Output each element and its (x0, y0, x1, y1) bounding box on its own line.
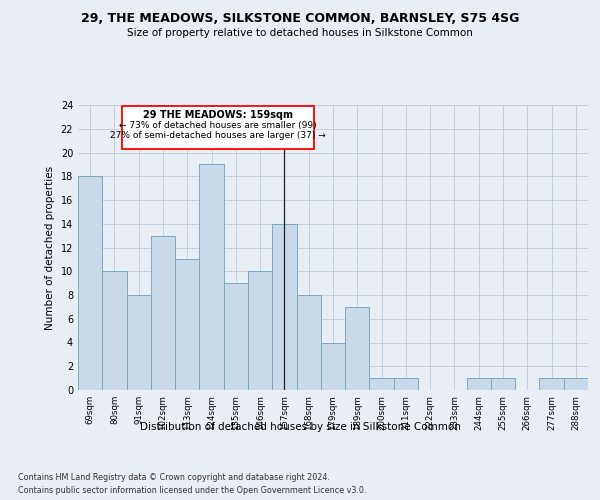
Text: Distribution of detached houses by size in Silkstone Common: Distribution of detached houses by size … (140, 422, 460, 432)
Text: 29 THE MEADOWS: 159sqm: 29 THE MEADOWS: 159sqm (143, 110, 293, 120)
Bar (78, 176, 102, 390)
FancyBboxPatch shape (122, 106, 314, 149)
Text: 27% of semi-detached houses are larger (37) →: 27% of semi-detached houses are larger (… (110, 130, 326, 140)
Bar (564, 378, 588, 390)
Bar (296, 295, 321, 390)
Bar (102, 271, 127, 390)
Bar (248, 271, 272, 390)
Bar (467, 378, 491, 390)
Bar (127, 295, 151, 390)
Text: Contains public sector information licensed under the Open Government Licence v3: Contains public sector information licen… (18, 486, 367, 495)
Bar (224, 283, 248, 390)
Bar (199, 164, 224, 390)
Bar (272, 224, 296, 390)
Bar (370, 378, 394, 390)
Bar (321, 342, 345, 390)
Y-axis label: Number of detached properties: Number of detached properties (45, 166, 55, 330)
Bar (491, 378, 515, 390)
Bar (394, 378, 418, 390)
Bar (175, 260, 199, 390)
Bar (151, 236, 175, 390)
Bar (345, 307, 370, 390)
Text: Size of property relative to detached houses in Silkstone Common: Size of property relative to detached ho… (127, 28, 473, 38)
Text: Contains HM Land Registry data © Crown copyright and database right 2024.: Contains HM Land Registry data © Crown c… (18, 472, 330, 482)
Text: 29, THE MEADOWS, SILKSTONE COMMON, BARNSLEY, S75 4SG: 29, THE MEADOWS, SILKSTONE COMMON, BARNS… (81, 12, 519, 26)
Bar (539, 378, 564, 390)
Text: ← 73% of detached houses are smaller (99): ← 73% of detached houses are smaller (99… (119, 121, 316, 130)
